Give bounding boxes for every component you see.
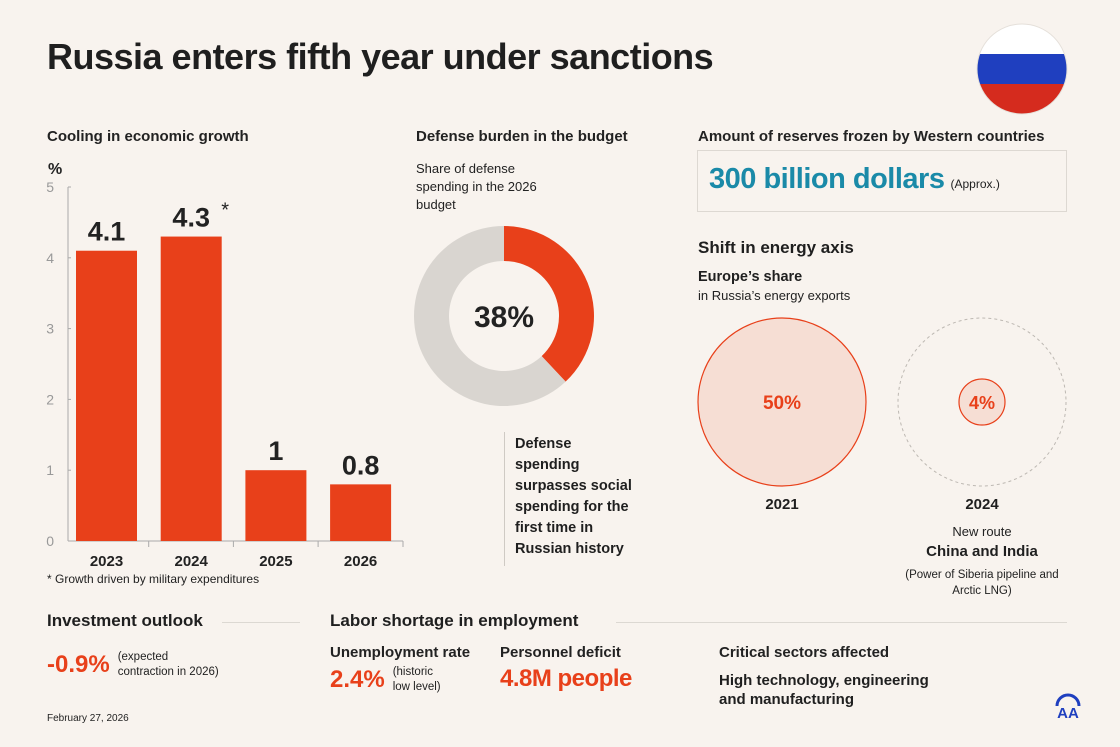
reserves-value: 300 billion dollars	[709, 163, 945, 195]
bar-value-label: 4.1	[88, 217, 126, 247]
sectors-label: Critical sectors affected	[719, 644, 890, 661]
page-title: Russia enters fifth year under sanctions	[47, 36, 714, 77]
defense-heading: Defense burden in the budget	[416, 128, 628, 145]
investment-value: -0.9%	[47, 651, 110, 678]
note-line: Defense	[515, 436, 572, 452]
bubble-2024	[958, 378, 1006, 426]
unemployment-row: 2.4% (historic low level)	[330, 665, 441, 695]
y-axis-label: %	[48, 161, 62, 178]
sectors-list: High technology, engineering and manufac…	[719, 671, 929, 709]
deficit-label: Personnel deficit	[500, 644, 621, 661]
energy-year-2021: 2021	[765, 496, 799, 513]
energy-year-2024: 2024	[965, 496, 999, 513]
aa-logo-icon: AA	[1055, 693, 1081, 720]
bubble-2024-value: 4%	[969, 393, 995, 413]
energy-bubbles: 50% 4%	[697, 317, 1067, 487]
deficit-value: 4.8M people	[500, 665, 632, 692]
bar-2024	[160, 236, 222, 541]
bubble-2024-reference	[897, 317, 1067, 487]
x-tick-label: 2024	[175, 553, 209, 570]
growth-bar-chart: % 0 1 2 3 4 5 4.1 2023 4.3 2024 * 1 2025 0.8 2026	[46, 161, 404, 570]
growth-heading: Cooling in economic growth	[47, 128, 249, 145]
new-route: China and India	[926, 543, 1038, 560]
donut-center-label: 38%	[474, 301, 534, 334]
defense-subtitle-line: budget	[416, 197, 456, 212]
russia-flag-icon	[976, 23, 1068, 115]
asterisk: *	[221, 200, 229, 222]
bar-2026	[330, 484, 392, 541]
defense-subtitle-line: spending in the 2026	[416, 179, 537, 194]
defense-donut-chart: 38%	[414, 226, 594, 406]
investment-heading: Investment outlook	[47, 611, 203, 630]
divider	[222, 622, 300, 623]
y-tick-label: 0	[46, 533, 54, 549]
energy-sub1: Europe’s share	[698, 269, 803, 285]
investment-note-line: (expected	[117, 651, 169, 663]
investment-note: (expected contraction in 2026)	[118, 650, 219, 680]
reserves-heading: Amount of reserves frozen by Western cou…	[698, 128, 1045, 145]
y-tick-label: 1	[46, 462, 54, 478]
investment-note-line: contraction in 2026)	[117, 666, 219, 678]
bubble-2021	[697, 317, 867, 487]
y-tick-label: 4	[46, 250, 54, 266]
x-tick-label: 2025	[259, 553, 292, 570]
energy-heading: Shift in energy axis	[698, 238, 854, 257]
route-note-line: Arctic LNG)	[952, 585, 1012, 597]
date: February 27, 2026	[47, 713, 129, 724]
defense-subtitle-line: Share of defense	[416, 161, 516, 176]
bubble-2021-value: 50%	[763, 393, 801, 414]
energy-sub2: in Russia’s energy exports	[698, 288, 851, 303]
donut-slice-1	[414, 226, 566, 406]
route-note: (Power of Siberia pipeline and Arctic LN…	[862, 567, 1102, 599]
growth-footnote: * Growth driven by military expenditures	[47, 572, 260, 586]
bar-value-label: 1	[268, 436, 283, 466]
x-tick-label: 2026	[344, 553, 377, 570]
divider	[616, 622, 1067, 623]
new-route-label: New route	[952, 524, 1012, 539]
note-line: Russian history	[515, 541, 624, 557]
note-line: surpasses social	[515, 478, 632, 494]
unemployment-note: (historic low level)	[393, 665, 441, 695]
defense-note: Defense spending surpasses social spendi…	[515, 434, 632, 560]
donut-slice-0	[504, 226, 594, 382]
note-line: spending for the	[515, 499, 629, 515]
unemployment-value: 2.4%	[330, 666, 385, 693]
sectors-line: and manufacturing	[719, 691, 855, 708]
route-note-line: (Power of Siberia pipeline and	[905, 569, 1059, 581]
y-tick-label: 2	[46, 391, 54, 407]
bar-2023	[76, 250, 137, 541]
sectors-line: High technology, engineering	[719, 672, 929, 689]
bar-2025	[245, 470, 307, 541]
bar-value-label: 4.3	[172, 203, 210, 233]
bar-value-label: 0.8	[342, 450, 380, 480]
unemployment-note-line: low level)	[392, 681, 441, 693]
reserves-box: 300 billion dollars (Approx.)	[697, 150, 1067, 212]
y-tick-label: 3	[46, 321, 54, 337]
svg-text:AA: AA	[1057, 705, 1079, 720]
reserves-qualifier: (Approx.)	[950, 177, 1000, 191]
x-tick-label: 2023	[90, 553, 123, 570]
unemployment-label: Unemployment rate	[330, 644, 471, 661]
divider	[504, 432, 505, 566]
investment-row: -0.9% (expected contraction in 2026)	[47, 650, 219, 680]
unemployment-note-line: (historic	[392, 666, 433, 678]
y-tick-label: 5	[46, 179, 54, 195]
note-line: first time in	[515, 520, 594, 536]
note-line: spending	[515, 457, 580, 473]
defense-subtitle: Share of defense spending in the 2026 bu…	[416, 160, 537, 214]
labor-heading: Labor shortage in employment	[330, 611, 579, 630]
